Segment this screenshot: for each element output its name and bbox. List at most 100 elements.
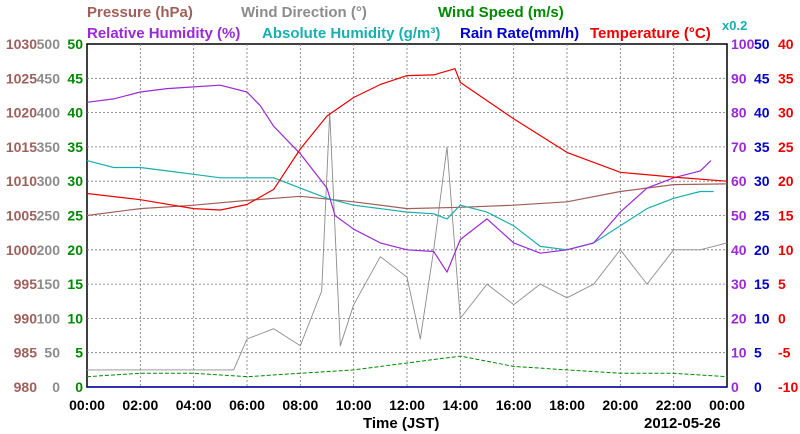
y-tick-label-wind_dir: 450 bbox=[37, 70, 61, 86]
y-tick-label-rh: 10 bbox=[731, 345, 747, 361]
series-line-ah bbox=[86, 160, 714, 251]
y-tick-label-pressure: 1000 bbox=[6, 242, 37, 258]
y-tick-label-rh: 100 bbox=[731, 36, 755, 52]
y-tick-label-rain: 0 bbox=[754, 379, 762, 395]
y-tick-label-pressure: 1010 bbox=[6, 173, 37, 189]
y-tick-label-temp: 30 bbox=[778, 105, 794, 121]
right-axes: 1009080706050403020100504540353025201510… bbox=[731, 36, 798, 395]
y-tick-label-rain: 15 bbox=[754, 276, 770, 292]
y-tick-label-pressure: 985 bbox=[14, 345, 38, 361]
y-tick-label-rain: 10 bbox=[754, 310, 770, 326]
series-layer bbox=[86, 68, 728, 388]
y-tick-label-rain: 40 bbox=[754, 105, 770, 121]
y-tick-label-wind_speed: 0 bbox=[75, 379, 83, 395]
y-tick-label-rain: 45 bbox=[754, 70, 770, 86]
y-tick-label-wind_speed: 5 bbox=[75, 345, 83, 361]
y-tick-label-pressure: 1005 bbox=[6, 208, 37, 224]
y-tick-label-wind_speed: 10 bbox=[67, 310, 83, 326]
legend-relative-humidity: Relative Humidity (%) bbox=[87, 25, 240, 42]
y-tick-label-pressure: 990 bbox=[14, 310, 38, 326]
y-tick-label-wind_speed: 40 bbox=[67, 105, 83, 121]
y-tick-label-wind_dir: 50 bbox=[44, 345, 60, 361]
y-tick-label-wind_speed: 30 bbox=[67, 173, 83, 189]
x-tick-label: 08:00 bbox=[282, 397, 318, 413]
x-axis-ticks: 00:00 02:00 04:00 06:00 08:00 10:00 12:00 14:00… bbox=[69, 397, 745, 413]
y-tick-label-pressure: 1025 bbox=[6, 70, 37, 86]
y-tick-label-wind_speed: 15 bbox=[67, 276, 83, 292]
y-tick-label-rh: 80 bbox=[731, 105, 747, 121]
y-tick-label-temp: 10 bbox=[778, 242, 794, 258]
x-tick-label: 02:00 bbox=[122, 397, 158, 413]
y-tick-label-rh: 90 bbox=[731, 70, 747, 86]
y-tick-label-pressure: 1020 bbox=[6, 105, 37, 121]
y-tick-label-rh: 60 bbox=[731, 173, 747, 189]
series-line-temp bbox=[86, 68, 728, 211]
y-tick-label-wind_speed: 45 bbox=[67, 70, 83, 86]
y-tick-label-wind_dir: 300 bbox=[37, 173, 61, 189]
legend-rain-rate: Rain Rate(mm/h) bbox=[460, 25, 579, 42]
y-tick-label-wind_dir: 500 bbox=[37, 36, 61, 52]
y-tick-label-temp: 0 bbox=[778, 310, 786, 326]
y-tick-label-rain: 50 bbox=[754, 36, 770, 52]
y-tick-label-rain: 5 bbox=[754, 345, 762, 361]
legend-absolute-humidity-scale: x0.2 bbox=[722, 18, 747, 33]
x-axis-label: Time (JST) bbox=[363, 415, 439, 432]
series-line-wind-speed bbox=[86, 355, 728, 378]
plot-area bbox=[86, 43, 728, 388]
y-tick-label-temp: 35 bbox=[778, 70, 794, 86]
legend-temperature: Temperature (°C) bbox=[590, 25, 711, 42]
y-tick-label-pressure: 1030 bbox=[6, 36, 37, 52]
y-tick-label-rain: 30 bbox=[754, 173, 770, 189]
series-line-pressure bbox=[86, 183, 728, 217]
x-tick-label: 00:00 bbox=[69, 397, 105, 413]
left-axes: 1030102510201015101010051000995990985980… bbox=[6, 36, 83, 395]
y-tick-label-rh: 70 bbox=[731, 139, 747, 155]
x-tick-label: 00:00 bbox=[709, 397, 745, 413]
x-tick-label: 04:00 bbox=[176, 397, 212, 413]
y-tick-label-wind_dir: 400 bbox=[37, 105, 61, 121]
y-tick-label-pressure: 995 bbox=[14, 276, 38, 292]
y-tick-label-pressure: 980 bbox=[14, 379, 38, 395]
y-tick-label-wind_dir: 200 bbox=[37, 242, 61, 258]
y-tick-label-temp: 25 bbox=[778, 139, 794, 155]
y-tick-label-wind_dir: 0 bbox=[52, 379, 60, 395]
y-tick-label-temp: 5 bbox=[778, 276, 786, 292]
y-tick-label-temp: 40 bbox=[778, 36, 794, 52]
y-tick-label-wind_dir: 250 bbox=[37, 208, 61, 224]
y-tick-label-wind_dir: 350 bbox=[37, 139, 61, 155]
x-tick-label: 12:00 bbox=[389, 397, 425, 413]
x-tick-label: 18:00 bbox=[549, 397, 585, 413]
y-tick-label-temp: 20 bbox=[778, 173, 794, 189]
x-tick-label: 16:00 bbox=[496, 397, 532, 413]
y-tick-label-wind_dir: 150 bbox=[37, 276, 61, 292]
y-tick-label-rh: 20 bbox=[731, 310, 747, 326]
x-tick-label: 20:00 bbox=[602, 397, 638, 413]
y-tick-label-temp: 15 bbox=[778, 208, 794, 224]
y-tick-label-wind_speed: 25 bbox=[67, 208, 83, 224]
legend-wind-direction: Wind Direction (°) bbox=[241, 4, 367, 21]
y-tick-label-wind_speed: 20 bbox=[67, 242, 83, 258]
y-tick-label-temp: -10 bbox=[778, 379, 798, 395]
y-tick-label-pressure: 1015 bbox=[6, 139, 37, 155]
y-tick-label-rain: 25 bbox=[754, 208, 770, 224]
y-tick-label-rh: 0 bbox=[731, 379, 739, 395]
y-tick-label-wind_dir: 100 bbox=[37, 310, 61, 326]
x-tick-label: 06:00 bbox=[229, 397, 265, 413]
series-line-wind-dir bbox=[87, 112, 728, 371]
x-tick-label: 22:00 bbox=[656, 397, 692, 413]
legend-absolute-humidity: Absolute Humidity (g/m³) bbox=[262, 25, 440, 42]
y-tick-label-rain: 20 bbox=[754, 242, 770, 258]
y-tick-label-wind_speed: 50 bbox=[67, 36, 83, 52]
y-tick-label-rh: 50 bbox=[731, 208, 747, 224]
y-tick-label-temp: -5 bbox=[778, 345, 791, 361]
y-tick-label-rain: 35 bbox=[754, 139, 770, 155]
legend-wind-speed: Wind Speed (m/s) bbox=[438, 4, 564, 21]
x-tick-label: 14:00 bbox=[442, 397, 478, 413]
y-tick-label-rh: 40 bbox=[731, 242, 747, 258]
date-label: 2012-05-26 bbox=[644, 415, 721, 432]
series-line-rh bbox=[86, 84, 712, 273]
x-tick-label: 10:00 bbox=[336, 397, 372, 413]
y-tick-label-wind_speed: 35 bbox=[67, 139, 83, 155]
y-tick-label-rh: 30 bbox=[731, 276, 747, 292]
